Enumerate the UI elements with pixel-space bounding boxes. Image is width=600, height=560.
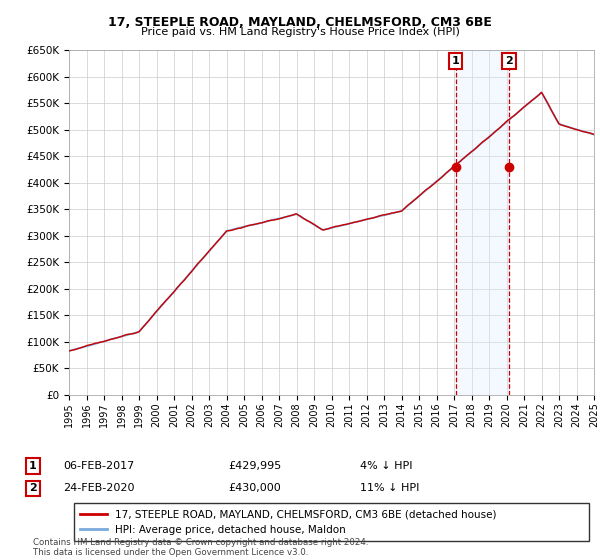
Text: 24-FEB-2020: 24-FEB-2020 <box>63 483 134 493</box>
Bar <box>456 50 509 395</box>
Legend: 17, STEEPLE ROAD, MAYLAND, CHELMSFORD, CM3 6BE (detached house), HPI: Average pr: 17, STEEPLE ROAD, MAYLAND, CHELMSFORD, C… <box>74 503 589 541</box>
Text: 17, STEEPLE ROAD, MAYLAND, CHELMSFORD, CM3 6BE: 17, STEEPLE ROAD, MAYLAND, CHELMSFORD, C… <box>108 16 492 29</box>
Text: 11% ↓ HPI: 11% ↓ HPI <box>360 483 419 493</box>
Text: 2: 2 <box>29 483 37 493</box>
Text: 1: 1 <box>452 56 460 66</box>
Text: £429,995: £429,995 <box>228 461 281 471</box>
Text: Contains HM Land Registry data © Crown copyright and database right 2024.
This d: Contains HM Land Registry data © Crown c… <box>33 538 368 557</box>
Text: Price paid vs. HM Land Registry's House Price Index (HPI): Price paid vs. HM Land Registry's House … <box>140 27 460 37</box>
Text: 1: 1 <box>29 461 37 471</box>
Text: 4% ↓ HPI: 4% ↓ HPI <box>360 461 413 471</box>
Text: 2: 2 <box>505 56 513 66</box>
Text: £430,000: £430,000 <box>228 483 281 493</box>
Text: 06-FEB-2017: 06-FEB-2017 <box>63 461 134 471</box>
